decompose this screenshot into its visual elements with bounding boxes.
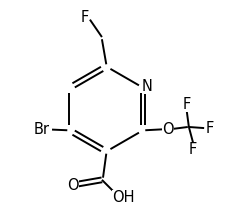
Text: F: F bbox=[80, 10, 88, 25]
Text: F: F bbox=[182, 97, 190, 112]
Text: F: F bbox=[205, 121, 213, 136]
Text: Br: Br bbox=[34, 122, 49, 137]
Text: O: O bbox=[67, 178, 78, 193]
Text: F: F bbox=[188, 142, 196, 157]
Text: O: O bbox=[162, 122, 173, 137]
Text: N: N bbox=[141, 79, 152, 94]
Text: OH: OH bbox=[111, 191, 134, 205]
